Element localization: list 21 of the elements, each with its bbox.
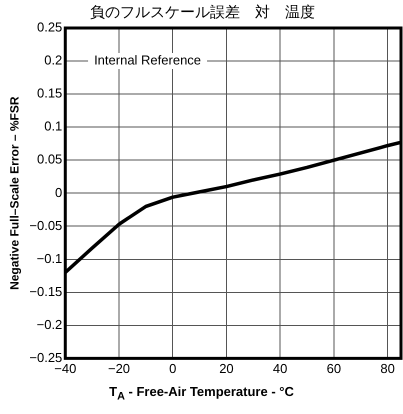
y-tick-label: −0.2	[36, 316, 62, 332]
y-tick-label: 0.25	[36, 20, 62, 35]
y-tick-label: 0	[55, 184, 62, 200]
x-tick-label: 60	[326, 360, 342, 376]
x-tick-label: 80	[380, 360, 395, 376]
annotation: Internal Reference	[94, 52, 202, 68]
y-tick-label: 0.05	[36, 152, 62, 167]
x-tick-label: −20	[108, 360, 130, 376]
x-axis-title: T$_{A}$ - Free-Air Temperature - °C	[108, 384, 295, 403]
x-tick-label: 40	[272, 360, 288, 376]
y-tick-label: 0.15	[36, 86, 62, 101]
chart-title: 負のフルスケール誤差 対 温度	[90, 2, 315, 21]
y-axis-title: Negative Full–Scale Error – %FSR	[8, 96, 22, 290]
x-tick-label: 20	[219, 360, 234, 376]
y-tick-label: −0.25	[29, 350, 62, 365]
y-tick-label: 0.2	[44, 52, 62, 68]
y-tick-label: −0.1	[36, 250, 62, 266]
y-tick-label: −0.15	[29, 284, 62, 299]
y-tick-label: −0.05	[29, 218, 62, 233]
x-tick-label: 0	[169, 360, 176, 376]
y-tick-label: 0.1	[44, 118, 62, 134]
